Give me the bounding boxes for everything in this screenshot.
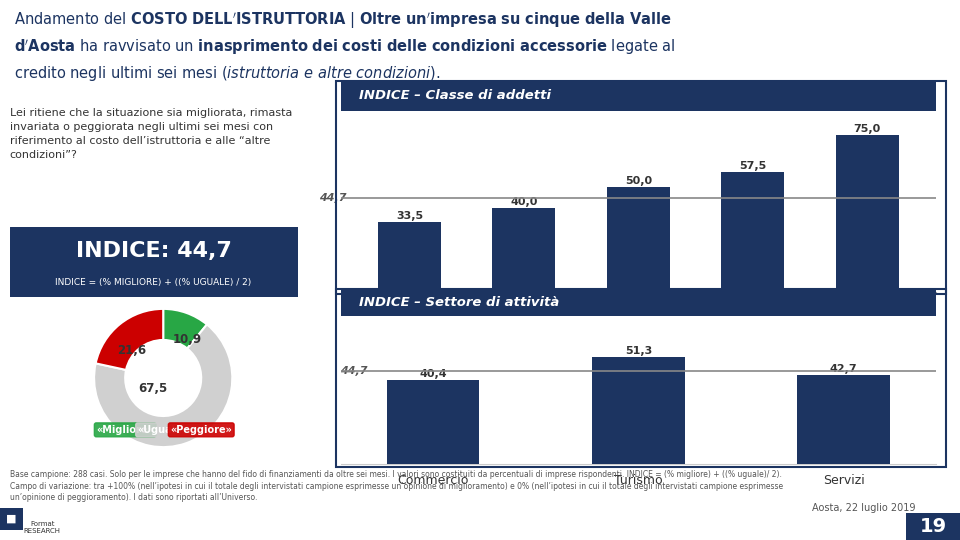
Text: 10,9: 10,9 xyxy=(173,334,202,347)
Text: INDICE: 44,7: INDICE: 44,7 xyxy=(76,241,231,261)
Bar xyxy=(721,172,784,292)
Text: 33,5: 33,5 xyxy=(396,211,423,221)
Text: «Peggiore»: «Peggiore» xyxy=(170,425,232,435)
Text: 44,7: 44,7 xyxy=(319,193,347,204)
FancyBboxPatch shape xyxy=(341,81,936,111)
Text: 21,6: 21,6 xyxy=(117,344,147,357)
Wedge shape xyxy=(96,309,163,370)
Bar xyxy=(378,222,441,292)
Text: Base campione: 288 casi. Solo per le imprese che hanno del fido di finanziamenti: Base campione: 288 casi. Solo per le imp… xyxy=(10,470,782,502)
Bar xyxy=(798,375,890,464)
Text: «Migliore»: «Migliore» xyxy=(96,425,154,435)
Text: 40,0: 40,0 xyxy=(511,197,538,207)
Text: 40,4: 40,4 xyxy=(420,368,447,379)
Text: ■: ■ xyxy=(7,514,16,524)
Bar xyxy=(492,208,556,292)
FancyBboxPatch shape xyxy=(906,513,960,540)
Text: Andamento del $\bf{COSTO\ DELL'ISTRUTTORIA}$ | $\bf{Oltre\ un'impresa\ su\ cinqu: Andamento del $\bf{COSTO\ DELL'ISTRUTTOR… xyxy=(14,10,676,84)
Text: 67,5: 67,5 xyxy=(138,382,167,395)
Bar xyxy=(836,135,899,292)
Text: 57,5: 57,5 xyxy=(739,160,766,171)
Text: INDICE – Settore di attività: INDICE – Settore di attività xyxy=(359,296,559,309)
Text: Aosta, 22 luglio 2019: Aosta, 22 luglio 2019 xyxy=(812,503,916,512)
FancyBboxPatch shape xyxy=(0,508,23,530)
Bar xyxy=(607,187,670,292)
Text: «Uguale»: «Uguale» xyxy=(137,425,189,435)
Wedge shape xyxy=(163,309,207,348)
Bar xyxy=(592,357,684,464)
Text: Lei ritiene che la situazione sia migliorata, rimasta
invariata o peggiorata neg: Lei ritiene che la situazione sia miglio… xyxy=(10,108,292,160)
Text: 51,3: 51,3 xyxy=(625,346,652,356)
FancyBboxPatch shape xyxy=(10,227,298,297)
Text: INDICE – Classe di addetti: INDICE – Classe di addetti xyxy=(359,89,551,103)
Text: 42,7: 42,7 xyxy=(829,363,857,374)
Text: 75,0: 75,0 xyxy=(853,124,881,134)
Text: Format
RESEARCH: Format RESEARCH xyxy=(24,521,60,534)
Text: 19: 19 xyxy=(920,517,947,536)
FancyBboxPatch shape xyxy=(341,289,936,316)
Wedge shape xyxy=(94,325,232,447)
Bar xyxy=(387,380,479,464)
Text: 50,0: 50,0 xyxy=(625,176,652,186)
Text: 44,7: 44,7 xyxy=(340,366,368,375)
Text: INDICE = (% MIGLIORE) + ((% UGUALE) / 2): INDICE = (% MIGLIORE) + ((% UGUALE) / 2) xyxy=(56,279,252,287)
